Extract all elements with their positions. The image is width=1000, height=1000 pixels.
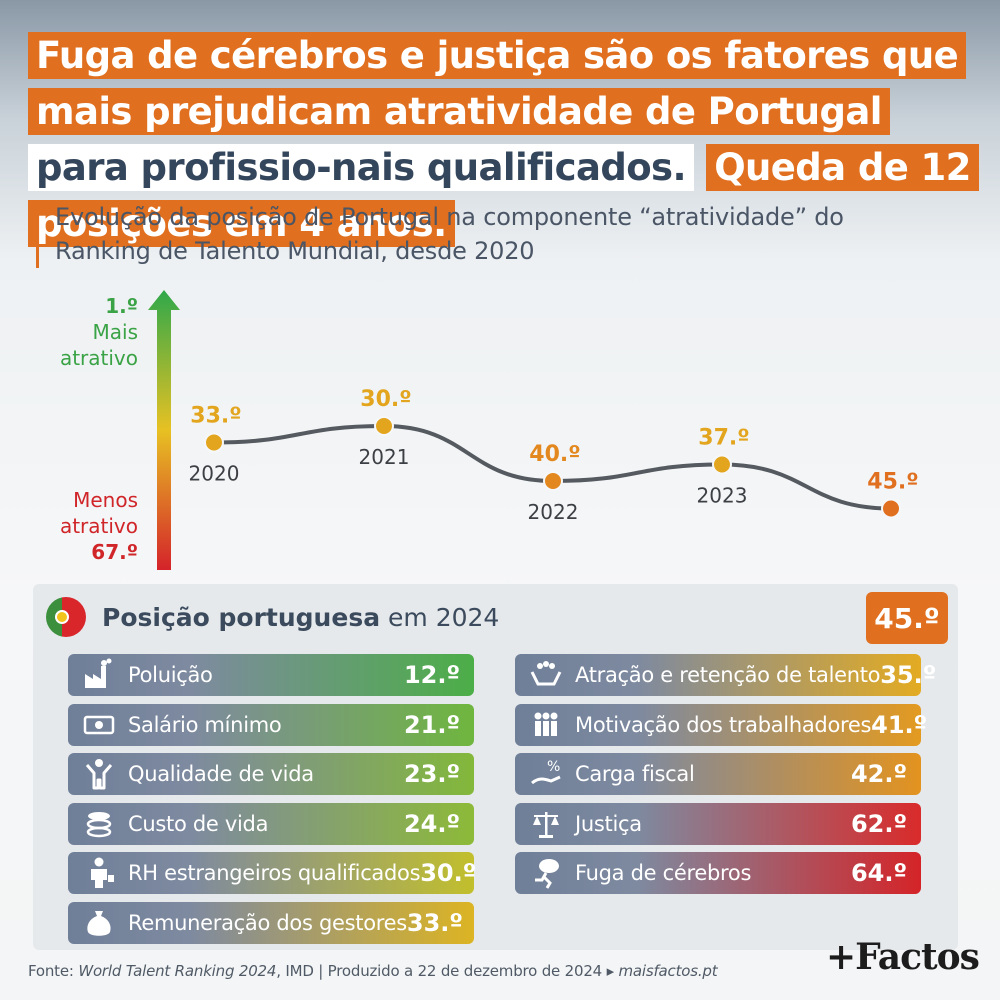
- running-brain-icon: [529, 856, 563, 890]
- ranking-item-rh-estrangeiros-qualificados: RH estrangeiros qualificados 30.º: [68, 852, 477, 895]
- svg-text:%: %: [547, 759, 560, 775]
- banknote-icon: [82, 708, 116, 742]
- ranking-item-value: 33.º: [406, 909, 463, 937]
- ranking-item-label: Fuga de cérebros: [575, 861, 752, 886]
- money-bag-icon: [82, 906, 116, 940]
- ranking-item-fuga-de-cérebros: Fuga de cérebros 64.º: [515, 852, 921, 895]
- headline: Fuga de cérebros e justiça são os fatore…: [28, 28, 979, 252]
- source-middle: , IMD | Produzido a 22 de dezembro de 20…: [276, 962, 619, 980]
- data-label-2023: 37.º: [698, 426, 749, 451]
- data-label-2024: 45.º: [867, 470, 918, 495]
- source-site: maisfactos.pt: [618, 962, 718, 980]
- panel-title-bold: Posição portuguesa: [102, 602, 381, 632]
- ranking-item-label: Remuneração dos gestores: [128, 911, 407, 935]
- data-point-2024: [881, 498, 901, 519]
- ranking-item-value: 12.º: [403, 661, 460, 689]
- data-label-2020: 33.º: [190, 404, 241, 429]
- person-cheering-icon: [82, 757, 116, 791]
- ranking-item-poluição: Poluição 12.º: [68, 654, 474, 696]
- ranking-item-motivação-dos-trabalhadores: Motivação dos trabalhadores 41.º: [515, 703, 927, 746]
- ranking-item-atração-e-retenção-de-talento: Atração e retenção de talento 35.º: [515, 654, 936, 696]
- ranking-item-carga-fiscal: % Carga fiscal 42.º: [515, 753, 921, 796]
- ranking-item-value: 35.º: [880, 661, 937, 689]
- ranking-item-remuneração-dos-gestores: Remuneração dos gestores 33.º: [68, 902, 474, 944]
- source-footer: Fonte: World Talent Ranking 2024, IMD | …: [28, 962, 718, 980]
- group-icon: [529, 708, 563, 742]
- x-tick-label-2022: 2022: [528, 500, 579, 524]
- ranking-item-salário-mínimo: Salário mínimo 21.º: [68, 703, 474, 746]
- businessman-icon: [82, 856, 116, 890]
- scales-icon: [529, 807, 563, 841]
- headline-part-1: Fuga de cérebros e justiça são os fatore…: [28, 32, 967, 135]
- ranking-item-value: 41.º: [871, 710, 928, 739]
- ranking-item-value: 24.º: [403, 809, 460, 838]
- data-point-2021: [374, 416, 394, 436]
- maisfactos-logo: +Factos: [826, 936, 980, 978]
- ranking-line-chart: 33.º 2020 30.º 2021 40.º 2022 37.º 2023 45.º 2024: [189, 387, 919, 531]
- data-point-2022: [543, 471, 563, 491]
- ranking-item-qualidade-de-vida: Qualidade de vida 23.º: [68, 753, 474, 796]
- ranking-item-label: Atração e retenção de talento: [575, 663, 881, 687]
- coins-icon: [82, 807, 116, 841]
- chart-subtitle: Evolução da posição de Portugal na compo…: [36, 200, 896, 268]
- factory-icon: [82, 658, 116, 692]
- scale-bottom-label: Menos atrativo 67.º: [58, 487, 138, 565]
- scale-top-label: 1.º Mais atrativo: [58, 293, 138, 371]
- ranking-item-label: RH estrangeiros qualificados: [128, 861, 421, 886]
- data-point-2023: [712, 454, 732, 475]
- portugal-flag-icon: [46, 597, 86, 637]
- scale-bottom-rank: 67.º: [91, 540, 138, 564]
- ranking-item-label: Justiça: [575, 811, 642, 836]
- panel-title-rest: em 2024: [380, 602, 500, 632]
- ranking-item-label: Motivação dos trabalhadores: [575, 712, 872, 737]
- data-point-2020: [204, 432, 224, 453]
- ranking-item-label: Carga fiscal: [575, 762, 695, 787]
- scale-bottom-text: Menos atrativo: [59, 488, 138, 538]
- x-tick-label-2021: 2021: [359, 445, 410, 469]
- ranking-item-value: 23.º: [403, 760, 460, 789]
- panel-title: Posição portuguesa em 2024: [102, 603, 499, 632]
- ranking-item-value: 42.º: [850, 760, 907, 789]
- ranking-item-label: Custo de vida: [128, 811, 269, 836]
- source-prefix: Fonte:: [28, 962, 79, 980]
- overall-rank-badge: 45.º: [866, 592, 948, 644]
- x-tick-label-2024: 2024: [866, 528, 917, 531]
- ranking-item-value: 62.º: [850, 809, 907, 838]
- scale-top-rank: 1.º: [105, 294, 138, 318]
- ranking-item-label: Poluição: [128, 663, 213, 687]
- tax-hand-icon: %: [529, 757, 563, 791]
- source-name: World Talent Ranking 2024: [78, 962, 277, 980]
- panel-header: Posição portuguesa em 2024: [46, 594, 499, 640]
- scale-top-text: Mais atrativo: [59, 320, 138, 370]
- ranking-item-value: 21.º: [403, 710, 460, 739]
- data-label-2022: 40.º: [529, 442, 580, 467]
- attractiveness-scale-arrow-icon: [148, 290, 180, 570]
- ranking-item-label: Qualidade de vida: [128, 762, 314, 787]
- series-line: [213, 423, 892, 511]
- hands-people-icon: [529, 658, 563, 692]
- ranking-item-justiça: Justiça 62.º: [515, 802, 921, 845]
- data-label-2021: 30.º: [360, 387, 411, 412]
- x-tick-label-2023: 2023: [697, 484, 748, 508]
- x-tick-label-2020: 2020: [189, 462, 240, 486]
- ranking-item-custo-de-vida: Custo de vida 24.º: [68, 802, 474, 845]
- headline-part-2: para profissio-nais qualificados.: [28, 144, 694, 191]
- ranking-item-label: Salário mínimo: [128, 712, 282, 737]
- ranking-item-value: 30.º: [420, 859, 477, 888]
- ranking-item-value: 64.º: [850, 859, 907, 888]
